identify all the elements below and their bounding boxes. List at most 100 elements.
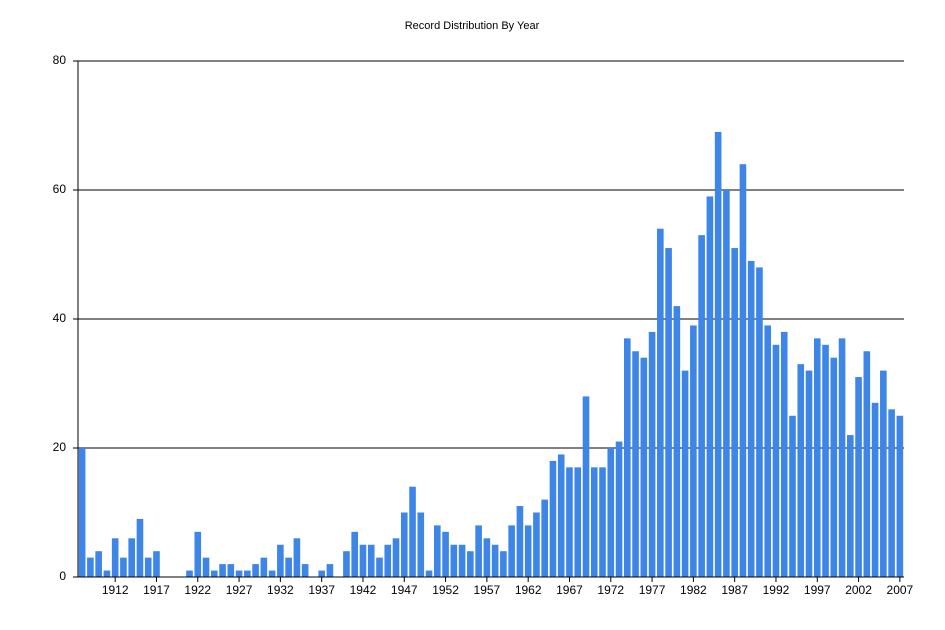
bar bbox=[219, 564, 226, 577]
bar bbox=[533, 512, 540, 577]
bar bbox=[301, 564, 309, 577]
bar bbox=[252, 564, 259, 577]
bar bbox=[665, 248, 672, 578]
bar bbox=[797, 364, 805, 577]
bar bbox=[417, 512, 425, 577]
bar bbox=[516, 506, 524, 577]
bar bbox=[442, 531, 449, 577]
bar bbox=[698, 235, 705, 577]
bar bbox=[500, 551, 507, 577]
bar bbox=[690, 325, 697, 577]
x-tick-label: 1912 bbox=[102, 583, 129, 597]
bar bbox=[95, 551, 102, 577]
bar bbox=[194, 531, 202, 577]
bar bbox=[574, 467, 582, 577]
bar bbox=[268, 570, 276, 577]
bar bbox=[623, 338, 631, 577]
bar bbox=[400, 512, 408, 577]
x-tick-label: 2007 bbox=[887, 583, 914, 597]
bar bbox=[508, 525, 515, 577]
bar bbox=[277, 544, 284, 577]
bar bbox=[747, 260, 755, 577]
bar bbox=[756, 267, 763, 577]
bar bbox=[210, 570, 218, 577]
bar bbox=[392, 538, 400, 577]
bar bbox=[467, 551, 474, 577]
bar bbox=[681, 370, 689, 577]
bar bbox=[590, 467, 598, 577]
x-tick-label: 1932 bbox=[267, 583, 294, 597]
bar bbox=[244, 570, 251, 577]
bar bbox=[813, 338, 821, 577]
bar bbox=[376, 557, 383, 577]
bar bbox=[607, 448, 615, 577]
bar bbox=[871, 402, 879, 577]
bar bbox=[657, 228, 664, 577]
bar bbox=[475, 525, 482, 577]
bar bbox=[367, 544, 375, 577]
bar bbox=[706, 196, 714, 577]
x-tick-label: 1957 bbox=[474, 583, 501, 597]
x-tick-label: 1977 bbox=[639, 583, 666, 597]
x-tick-label: 1992 bbox=[763, 583, 790, 597]
bar bbox=[805, 370, 813, 577]
bar bbox=[235, 570, 243, 577]
bar bbox=[772, 344, 780, 577]
bar bbox=[880, 370, 887, 577]
bar bbox=[343, 551, 350, 577]
bar bbox=[524, 525, 532, 577]
bar bbox=[136, 518, 144, 577]
x-tick-label: 1982 bbox=[680, 583, 707, 597]
bar bbox=[260, 557, 268, 577]
bar bbox=[128, 538, 135, 577]
bar bbox=[723, 190, 730, 577]
y-tick-label: 20 bbox=[53, 440, 67, 454]
bar bbox=[632, 351, 639, 577]
bar bbox=[120, 557, 127, 577]
bar bbox=[541, 499, 548, 577]
bar bbox=[648, 331, 656, 577]
bar bbox=[780, 331, 788, 577]
bar bbox=[714, 131, 722, 577]
bar bbox=[144, 557, 152, 577]
bar bbox=[888, 409, 895, 577]
bar bbox=[359, 544, 367, 577]
bar bbox=[425, 570, 433, 577]
bar bbox=[409, 486, 416, 577]
bar bbox=[103, 570, 111, 577]
bar bbox=[640, 357, 648, 577]
bar bbox=[549, 460, 557, 577]
bar bbox=[78, 448, 86, 577]
x-tick-label: 1942 bbox=[350, 583, 377, 597]
bar bbox=[483, 538, 491, 577]
x-tick-label: 1967 bbox=[556, 583, 583, 597]
bar bbox=[351, 531, 359, 577]
y-tick-label: 0 bbox=[59, 569, 66, 583]
bar bbox=[863, 351, 871, 577]
x-tick-label: 1937 bbox=[308, 583, 335, 597]
x-tick-label: 1947 bbox=[391, 583, 418, 597]
bar bbox=[384, 544, 392, 577]
bar bbox=[450, 544, 458, 577]
chart-title: Record Distribution By Year bbox=[405, 20, 540, 32]
x-tick-label: 1922 bbox=[184, 583, 211, 597]
bar bbox=[326, 564, 334, 577]
bar bbox=[764, 325, 772, 577]
x-tick-label: 1927 bbox=[226, 583, 253, 597]
bar bbox=[285, 557, 292, 577]
bar bbox=[434, 525, 441, 577]
y-tick-label: 80 bbox=[53, 53, 67, 67]
bar bbox=[789, 415, 796, 577]
bar bbox=[582, 396, 590, 577]
bar bbox=[186, 570, 193, 577]
bar bbox=[615, 441, 623, 577]
bar bbox=[673, 306, 681, 577]
bar bbox=[566, 467, 573, 577]
y-tick-label: 60 bbox=[53, 182, 67, 196]
bar bbox=[731, 248, 738, 578]
bar bbox=[491, 544, 499, 577]
bar bbox=[557, 454, 565, 577]
x-tick-label: 1997 bbox=[804, 583, 831, 597]
bar bbox=[111, 538, 119, 577]
